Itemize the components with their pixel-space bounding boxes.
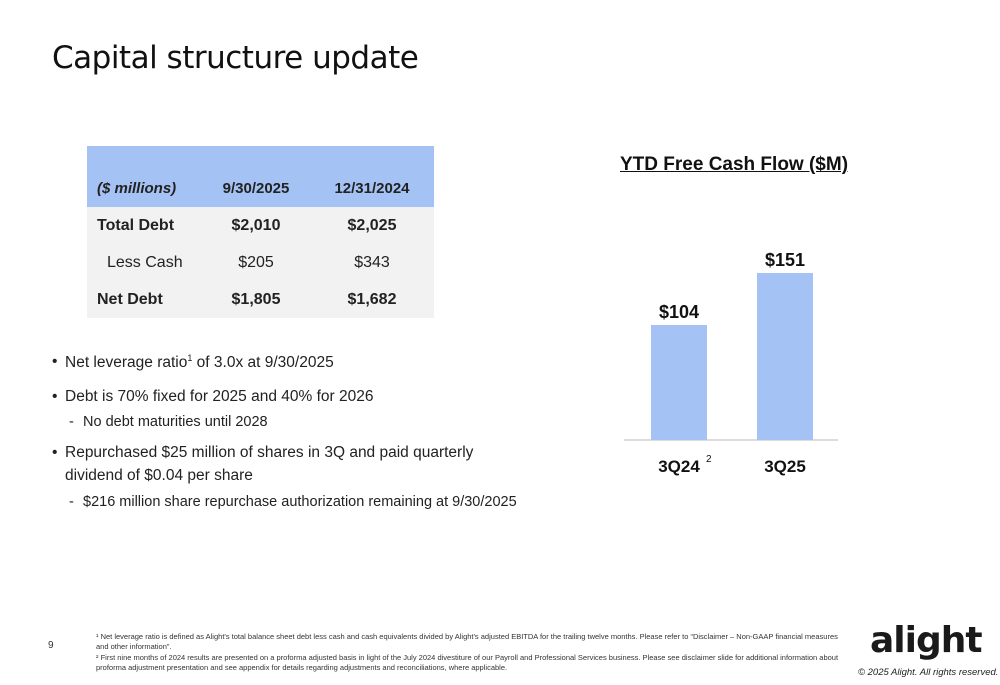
bar-chart: $104 3Q24 2 $151 3Q25 (624, 250, 838, 476)
bullet-text-cont: of 3.0x at 9/30/2025 (192, 354, 334, 372)
footnote-ref: 1 (187, 353, 193, 363)
sub-bullet-text: $216 million share repurchase authorizat… (83, 494, 517, 510)
table-header: ($ millions) 9/30/2025 12/31/2024 (87, 146, 434, 207)
bullet-dot: • (52, 388, 58, 405)
row-value-col2: $2,025 (347, 217, 397, 234)
table-row: Total Debt $2,010 $2,025 (87, 207, 434, 244)
bullet-text-line2: dividend of $0.04 per share (65, 467, 253, 484)
bullet-dot: • (52, 353, 58, 370)
bullet-dot: • (52, 444, 58, 461)
row-value-col1: $205 (238, 254, 274, 271)
footnote-1: ¹ Net leverage ratio is defined as Aligh… (96, 632, 838, 651)
row-value-col1: $2,010 (231, 217, 281, 234)
row-value-col2: $1,682 (347, 291, 397, 308)
footnote-2: ² First nine months of 2024 results are … (96, 653, 839, 672)
bullet-text: Repurchased $25 million of shares in 3Q … (65, 444, 474, 461)
row-label: Less Cash (107, 254, 183, 271)
sub-bullet-dash: - (69, 494, 74, 510)
sub-bullet-dash: - (69, 414, 74, 430)
page-number: 9 (48, 640, 54, 651)
page-title: Capital structure update (52, 40, 419, 76)
bullet-text: Debt is 70% fixed for 2025 and 40% for 2… (65, 388, 374, 405)
row-value-col1: $1,805 (231, 291, 281, 308)
footnotes: ¹ Net leverage ratio is defined as Aligh… (96, 632, 841, 674)
category-label: 3Q24 (658, 457, 700, 476)
copyright: © 2025 Alight. All rights reserved. (858, 667, 999, 678)
table-header-units: ($ millions) (97, 180, 177, 197)
data-label: $104 (659, 302, 699, 322)
data-label: $151 (765, 250, 805, 270)
bullet-text: Net leverage ratio (65, 354, 188, 372)
sub-bullet-text: No debt maturities until 2028 (83, 414, 268, 430)
bar-3q24 (651, 324, 707, 440)
chart-title: YTD Free Cash Flow ($M) (620, 154, 849, 175)
table-row: Net Debt $1,805 $1,682 (87, 281, 434, 318)
bar-3q25 (757, 273, 813, 440)
row-label: Net Debt (97, 291, 163, 308)
row-label: Total Debt (97, 217, 175, 234)
table-header-col2: 12/31/2024 (334, 180, 410, 197)
category-footnote-ref: 2 (706, 454, 712, 465)
row-value-col2: $343 (354, 254, 390, 271)
alight-logo: alight (870, 620, 983, 661)
category-label: 3Q25 (764, 457, 806, 476)
table-row: Less Cash $205 $343 (87, 244, 434, 281)
table-header-col1: 9/30/2025 (222, 180, 290, 197)
